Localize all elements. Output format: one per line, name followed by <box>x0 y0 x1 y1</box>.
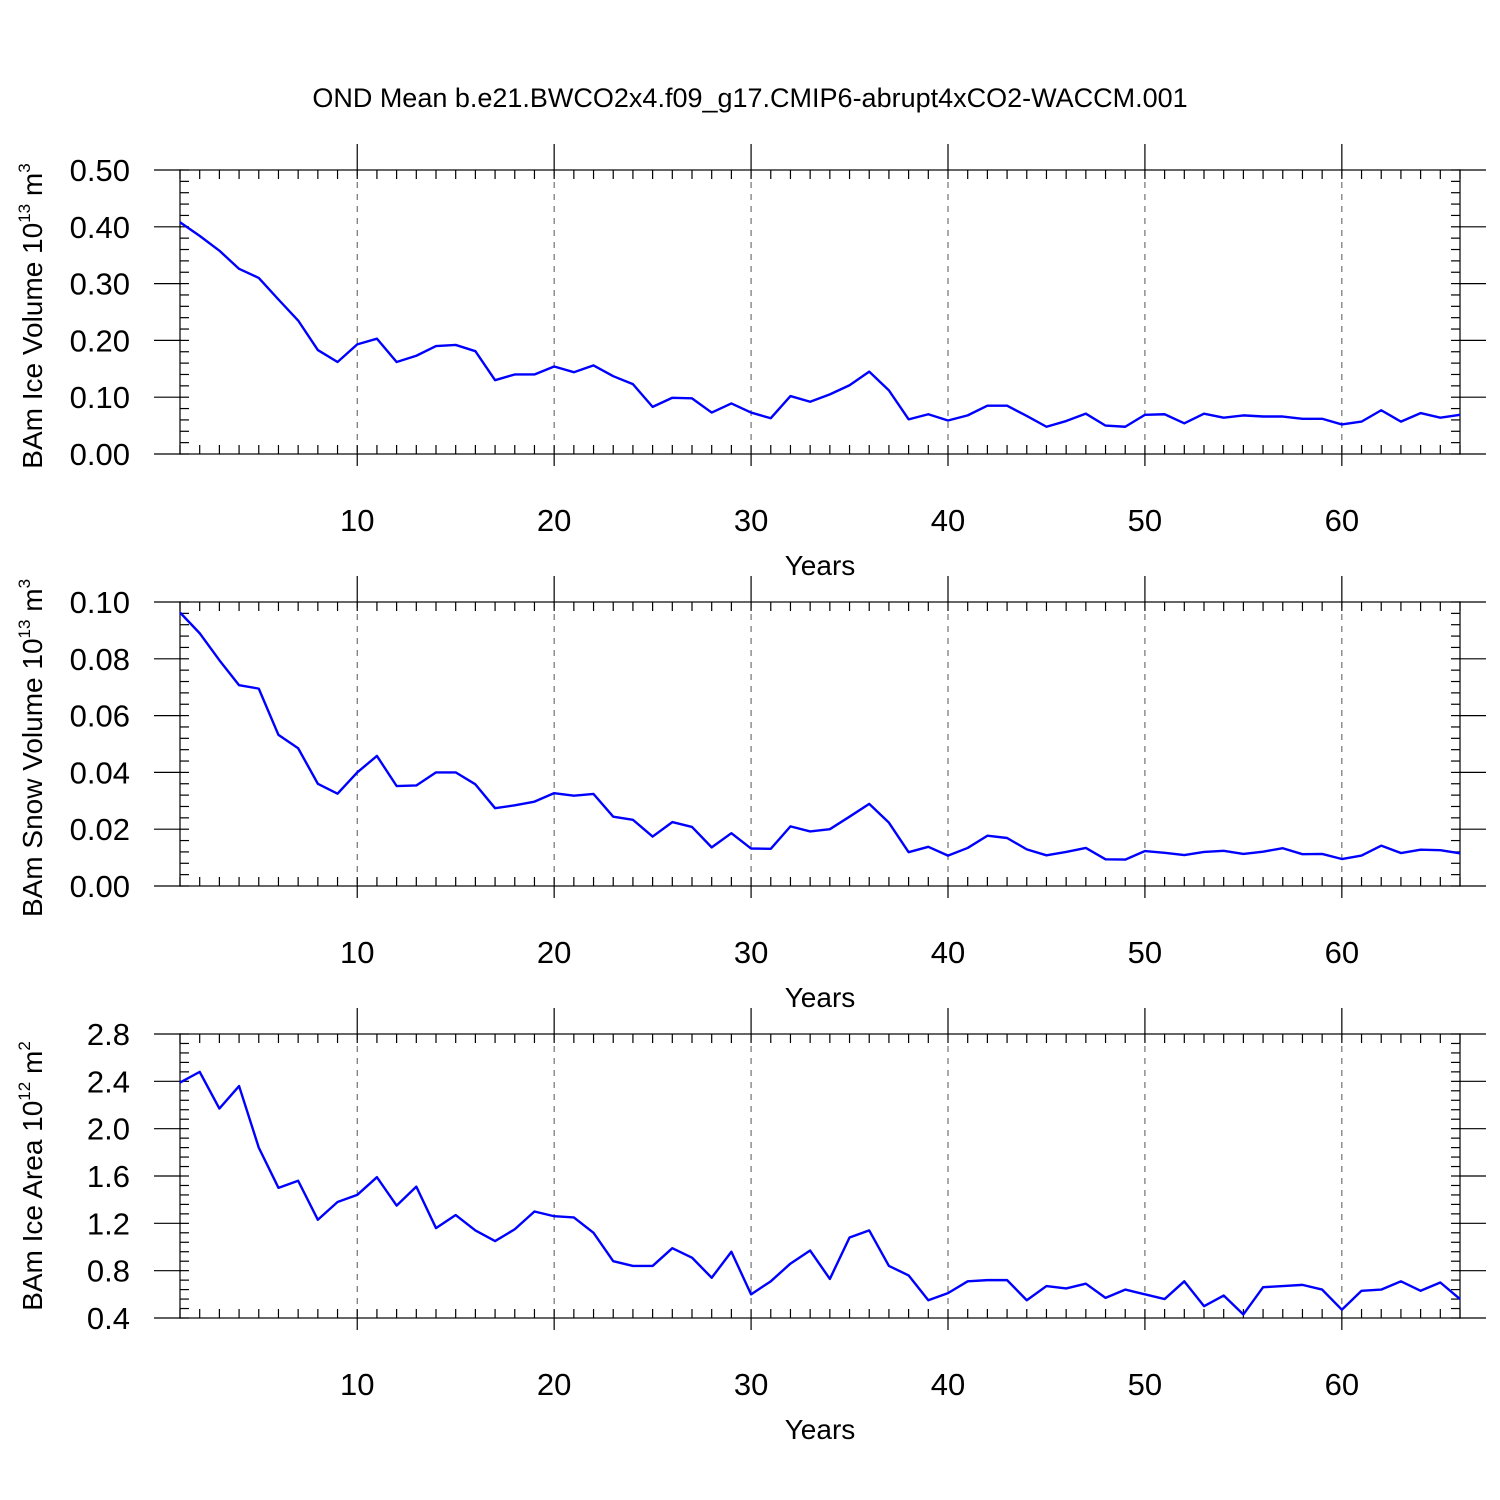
x-tick-label: 40 <box>931 935 965 970</box>
series-line <box>179 221 1461 428</box>
y-tick-label: 0.10 <box>70 380 130 415</box>
x-axis-label: Years <box>785 982 856 1013</box>
y-axis-label: BAm Ice Area 1012 m2 <box>15 1041 48 1311</box>
series-line <box>179 1070 1461 1316</box>
x-axis-label: Years <box>785 1414 856 1445</box>
x-tick-label: 20 <box>537 935 571 970</box>
x-tick-label: 30 <box>734 935 768 970</box>
chart-panel-2: 0.00 0.02 0.04 0.06 0.08 0.10 10 20 30 40 50 60 Year… <box>15 576 1486 1013</box>
x-tick-label: 40 <box>931 1367 965 1402</box>
x-tick-label: 60 <box>1325 1367 1359 1402</box>
y-tick-label: 0.40 <box>70 210 130 245</box>
y-tick-label: 0.06 <box>70 699 130 734</box>
x-tick-label: 60 <box>1325 935 1359 970</box>
x-tick-label: 50 <box>1128 503 1162 538</box>
x-axis-label: Years <box>785 550 856 581</box>
y-tick-label: 1.2 <box>87 1206 130 1241</box>
plot-frame <box>179 1033 1461 1319</box>
y-tick-label: 0.10 <box>70 585 130 620</box>
x-tick-label: 50 <box>1128 1367 1162 1402</box>
x-tick-label: 10 <box>340 503 374 538</box>
x-tick-label: 10 <box>340 935 374 970</box>
x-tick-label: 30 <box>734 1367 768 1402</box>
y-tick-label: 0.4 <box>87 1301 130 1336</box>
x-tick-label: 60 <box>1325 503 1359 538</box>
x-tick-label: 20 <box>537 1367 571 1402</box>
plot-frame <box>179 169 1461 455</box>
y-tick-label: 0.00 <box>70 869 130 904</box>
x-tick-label: 10 <box>340 1367 374 1402</box>
y-tick-label: 0.8 <box>87 1254 130 1289</box>
x-tick-label: 20 <box>537 503 571 538</box>
chart-panel-1: 0.00 0.10 0.20 0.30 0.40 0.50 10 20 30 40 50 60 Year… <box>15 144 1486 581</box>
y-tick-label: 2.4 <box>87 1064 130 1099</box>
y-tick-label: 0.20 <box>70 323 130 358</box>
y-axis-label: BAm Snow Volume 1013 m3 <box>15 579 48 917</box>
plot-frame <box>179 601 1461 887</box>
y-tick-label: 2.0 <box>87 1112 130 1147</box>
chart-panel-3: 0.4 0.8 1.2 1.6 2.0 2.4 2.8 10 20 30 40 50 60 Years BA… <box>15 1008 1486 1445</box>
x-tick-label: 40 <box>931 503 965 538</box>
chart-title: OND Mean b.e21.BWCO2x4.f09_g17.CMIP6-abr… <box>312 83 1187 113</box>
y-tick-label: 1.6 <box>87 1159 130 1194</box>
x-tick-label: 30 <box>734 503 768 538</box>
y-tick-label: 2.8 <box>87 1017 130 1052</box>
y-tick-label: 0.50 <box>70 153 130 188</box>
y-tick-label: 0.08 <box>70 642 130 677</box>
y-tick-label: 0.00 <box>70 437 130 472</box>
y-tick-label: 0.04 <box>70 755 130 790</box>
y-tick-label: 0.02 <box>70 812 130 847</box>
y-tick-label: 0.30 <box>70 267 130 302</box>
series-line <box>179 611 1461 861</box>
y-axis-label: BAm Ice Volume 1013 m3 <box>15 163 48 468</box>
x-tick-label: 50 <box>1128 935 1162 970</box>
